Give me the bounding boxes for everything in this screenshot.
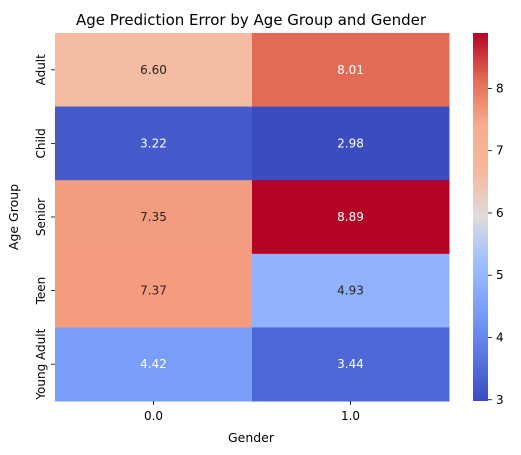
y-tick-label: Child [34, 128, 48, 158]
heatmap-cell [252, 106, 450, 181]
heatmap-cell [252, 253, 450, 328]
x-tick-label: 0.0 [144, 409, 163, 423]
x-axis-label: Gender [228, 430, 275, 445]
heatmap-cell [252, 180, 450, 255]
colorbar-tick-label: 8 [496, 81, 504, 95]
heatmap-cell [55, 253, 253, 328]
x-tick-label: 1.0 [341, 409, 360, 423]
colorbar-tick-label: 7 [496, 144, 504, 158]
heatmap-cell-value: 4.42 [140, 357, 167, 371]
y-tick-label: Teen [34, 277, 48, 306]
heatmap-cell-value: 2.98 [337, 136, 364, 150]
heatmap-cells [55, 33, 450, 402]
heatmap-cell-value: 3.44 [337, 357, 364, 371]
heatmap-cell [55, 180, 253, 255]
heatmap-cell-value: 6.60 [140, 63, 167, 77]
heatmap-cell-value: 4.93 [337, 284, 364, 298]
heatmap-cell-value: 3.22 [140, 136, 167, 150]
colorbar-tick-label: 6 [496, 206, 504, 220]
heatmap-cell [252, 33, 450, 108]
heatmap-cell-value: 8.01 [337, 63, 364, 77]
y-tick-label: Adult [34, 54, 48, 86]
colorbar-tick-label: 5 [496, 268, 504, 282]
colorbar-tick-label: 4 [496, 330, 504, 344]
y-tick-label: Young Adult [34, 328, 48, 400]
heatmap-cell [55, 33, 253, 108]
x-axis-ticks: 0.0 1.0 [144, 401, 360, 423]
y-axis-ticks: Adult Child Senior Teen Young Adult [34, 54, 55, 401]
heatmap-cell [55, 327, 253, 402]
heatmap-cell [252, 327, 450, 402]
y-axis-label: Age Group [6, 184, 21, 250]
heatmap-cell-value: 8.89 [337, 210, 364, 224]
heatmap-cell [55, 106, 253, 181]
heatmap-cell-value: 7.35 [140, 210, 167, 224]
y-tick-label: Senior [34, 198, 48, 236]
heatmap-value-labels: 6.60 8.01 3.22 2.98 7.35 8.89 7.37 4.93 4.42 3.44 [140, 63, 364, 371]
colorbar-tick-label: 3 [496, 393, 504, 407]
heatmap-cell-value: 7.37 [140, 284, 167, 298]
colorbar [473, 33, 488, 401]
chart-title: Age Prediction Error by Age Group and Ge… [76, 11, 427, 29]
colorbar-ticks: 3 4 5 6 7 8 [488, 81, 504, 407]
